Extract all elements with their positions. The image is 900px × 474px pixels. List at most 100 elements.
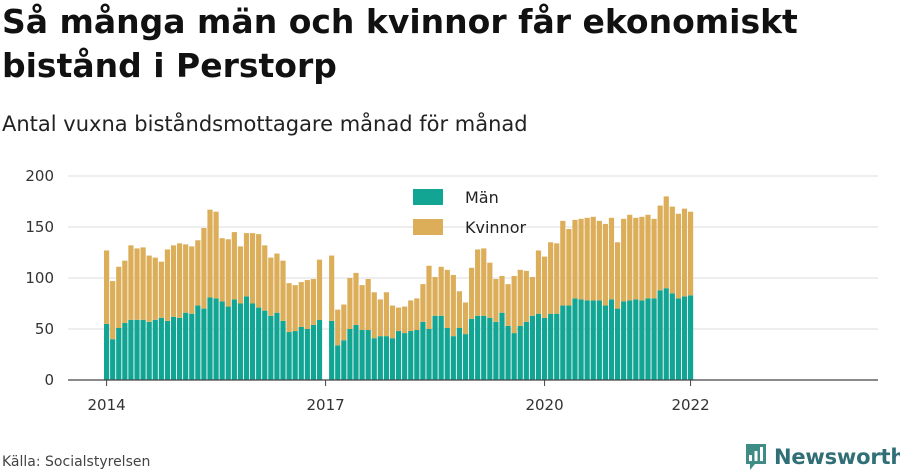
bars — [104, 196, 694, 380]
bar-men — [602, 305, 609, 380]
bar-men — [183, 312, 189, 380]
bar-men — [456, 327, 463, 380]
bar-women — [189, 246, 195, 314]
legend-label-women: Kvinnor — [465, 218, 526, 237]
bar-men — [426, 329, 432, 380]
bar-men — [274, 312, 280, 380]
bar-women — [152, 257, 158, 320]
bar-men — [116, 327, 122, 380]
bar-men — [213, 298, 219, 380]
bar-women — [383, 292, 390, 337]
bar-women — [353, 272, 359, 325]
bar-women — [316, 259, 323, 320]
bar-men — [377, 336, 383, 380]
bar-men — [304, 329, 310, 380]
bar-women — [262, 245, 268, 311]
y-tick-label: 150 — [25, 218, 54, 236]
bar-men — [158, 317, 164, 380]
bar-men — [475, 315, 481, 380]
bar-women — [663, 196, 669, 289]
bar-women — [456, 291, 463, 328]
bar-men — [560, 305, 566, 380]
x-tick-label: 2020 — [525, 396, 563, 414]
bar-women — [280, 260, 286, 321]
bar-women — [651, 218, 657, 299]
bar-men — [371, 338, 377, 380]
legend-label-men: Män — [465, 188, 499, 207]
bar-men — [249, 303, 256, 380]
bar-men — [535, 313, 542, 380]
bar-women — [359, 285, 365, 331]
y-tick-label: 200 — [25, 167, 54, 185]
bar-women — [201, 228, 207, 309]
bar-women — [395, 307, 402, 332]
bar-men — [286, 332, 292, 380]
bar-men — [511, 333, 517, 380]
bar-women — [122, 260, 128, 323]
bar-men — [359, 330, 365, 380]
bar-men — [663, 288, 669, 380]
bar-men — [517, 325, 523, 380]
bar-men — [438, 315, 444, 380]
bar-women — [158, 261, 164, 318]
newsworthy-logo: Newsworthy — [744, 441, 900, 473]
bar-women — [371, 292, 377, 339]
bar-women — [347, 278, 353, 329]
bar-women — [529, 276, 536, 316]
bar-men — [329, 320, 335, 380]
bar-men — [468, 318, 475, 380]
bar-women — [548, 242, 554, 314]
bar-women — [602, 223, 609, 306]
y-tick-label: 50 — [35, 320, 54, 338]
bar-men — [548, 313, 554, 380]
bar-women — [225, 239, 231, 307]
x-tick-label: 2022 — [671, 396, 709, 414]
bar-women — [517, 269, 523, 326]
bar-men — [383, 336, 390, 380]
bar-men — [201, 308, 207, 380]
bar-women — [335, 309, 341, 346]
bar-women — [213, 211, 219, 299]
bar-men — [225, 306, 231, 380]
bar-men — [152, 319, 158, 380]
bar-women — [219, 238, 225, 302]
bar-women — [402, 306, 408, 334]
bar-men — [177, 317, 183, 380]
bar-women — [170, 245, 177, 317]
bar-women — [511, 275, 517, 334]
bar-women — [140, 247, 146, 320]
bar-women — [274, 253, 280, 313]
legend-swatch-women — [413, 219, 443, 235]
bar-men — [554, 313, 560, 380]
bar-women — [560, 220, 566, 306]
y-tick-label: 100 — [25, 269, 54, 287]
bar-women — [146, 255, 152, 322]
bar-women — [177, 243, 183, 318]
bar-women — [164, 249, 171, 321]
bar-women — [249, 233, 256, 304]
bar-men — [341, 340, 347, 380]
bar-men — [262, 310, 268, 380]
bar-women — [541, 256, 548, 318]
x-tick-label: 2017 — [306, 396, 344, 414]
bar-men — [493, 321, 499, 380]
bar-women — [633, 217, 639, 300]
x-tick-label: 2014 — [88, 396, 126, 414]
bar-men — [164, 320, 171, 380]
bar-women — [481, 248, 487, 316]
bar-men — [450, 336, 456, 380]
bar-women — [128, 245, 134, 320]
x-axis: 2014 2017 2020 2022 — [68, 379, 878, 414]
bar-women — [608, 217, 615, 300]
bar-men — [645, 298, 651, 380]
bar-men — [170, 316, 177, 380]
bar-women — [566, 229, 572, 306]
bar-men — [621, 301, 627, 380]
bar-men — [195, 305, 201, 380]
bar-women — [669, 206, 675, 294]
bar-men — [584, 300, 590, 380]
bar-men — [675, 298, 681, 380]
bar-women — [426, 265, 432, 329]
bar-women — [268, 257, 274, 316]
